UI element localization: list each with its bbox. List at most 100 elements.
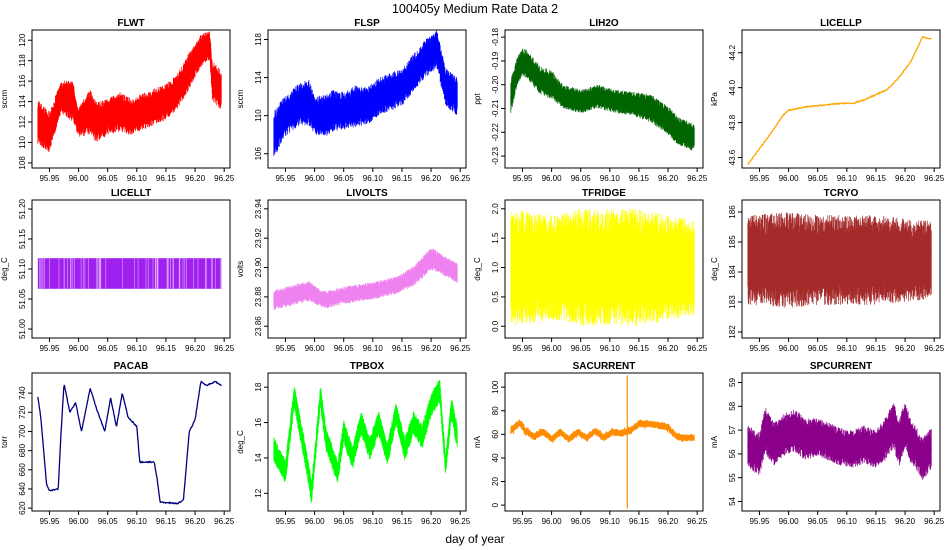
x-tick-label: 96.20	[185, 517, 206, 526]
panel-title: LIH2O	[589, 18, 619, 29]
y-tick-label: 186	[728, 205, 737, 219]
plot-frame	[504, 372, 704, 512]
series-trace	[273, 248, 458, 310]
y-tick-label: 18	[254, 382, 263, 391]
x-tick-label: 96.15	[866, 517, 887, 526]
y-tick-label: 51.10	[18, 258, 27, 279]
panel-tcryo: TCRYO deg_C 95.95 96.00 96.05 96.10 96.15 96.20…	[710, 188, 945, 353]
y-tick-label: 51.00	[18, 318, 27, 339]
y-tick-label: 112	[18, 115, 27, 128]
y-axis-label: deg_C	[710, 257, 719, 281]
x-tick-label: 96.25	[687, 174, 708, 183]
x-tick-label: 96.05	[808, 344, 829, 353]
y-tick-label: -0.20	[491, 75, 500, 94]
y-tick-label: 740	[18, 386, 27, 400]
x-tick-label: 96.20	[895, 517, 916, 526]
y-tick-label: 106	[254, 147, 263, 161]
panel-licellt: LICELLT deg_C 95.95 96.00 96.05 96.10 96.15 96.…	[0, 188, 235, 353]
y-tick-label: 700	[18, 424, 27, 438]
panel-title: FLWT	[117, 18, 144, 29]
x-tick-label: 96.15	[156, 344, 177, 353]
series-line	[37, 380, 222, 505]
series-group	[37, 380, 222, 505]
x-tick-label: 96.00	[779, 517, 800, 526]
x-tick-label: 96.10	[363, 344, 384, 353]
y-tick-label: 118	[18, 54, 27, 67]
series-line	[510, 259, 695, 275]
x-tick-label: 96.15	[629, 344, 650, 353]
panel-tpbox: TPBOX deg_C 95.95 96.00 96.05 96.10 96.15 96.20…	[236, 361, 471, 526]
y-tick-label: 51.05	[18, 288, 27, 309]
x-tick-label: 96.10	[837, 344, 858, 353]
x-tick-label: 96.25	[687, 344, 708, 353]
x-tick-label: 96.00	[542, 344, 563, 353]
x-tick-label: 96.25	[924, 517, 945, 526]
series-group	[747, 212, 932, 308]
x-tick-label: 96.10	[837, 517, 858, 526]
x-tick-label: 96.00	[542, 517, 563, 526]
y-tick-label: 20	[491, 477, 500, 486]
plot-frame	[267, 372, 467, 512]
y-tick-label: 0.0	[491, 320, 500, 332]
series-group	[510, 375, 695, 509]
series-group	[37, 31, 222, 153]
series-group	[273, 30, 458, 157]
x-tick-label: 96.10	[600, 517, 621, 526]
series-group	[273, 248, 458, 310]
y-tick-label: 23.94	[254, 198, 263, 219]
x-tick-label: 96.25	[214, 517, 235, 526]
x-tick-label: 96.20	[421, 344, 442, 353]
y-tick-label: 80	[491, 406, 500, 415]
x-tick-label: 96.00	[69, 174, 90, 183]
x-tick-label: 96.15	[866, 174, 887, 183]
x-tick-label: 96.10	[127, 344, 148, 353]
panel-title: TCRYO	[824, 188, 859, 199]
y-tick-label: 640	[18, 482, 27, 496]
figure-title: 100405y Medium Rate Data 2	[392, 2, 558, 16]
x-tick-label: 96.20	[658, 517, 679, 526]
y-tick-label: -0.18	[491, 27, 500, 46]
x-tick-label: 96.00	[779, 344, 800, 353]
y-tick-label: 44.0	[728, 79, 737, 95]
series-band	[37, 258, 222, 289]
y-axis-label: deg_C	[0, 257, 9, 281]
x-tick-label: 96.00	[69, 344, 90, 353]
y-tick-label: 57	[728, 425, 737, 434]
y-tick-label: 185	[728, 235, 737, 249]
panel-tfridge: TFRIDGE deg_C 95.95 96.00 96.05 96.10 96.15 96.…	[473, 188, 708, 353]
y-tick-label: 110	[18, 136, 27, 149]
series-line	[37, 42, 222, 136]
y-tick-label: 60	[491, 429, 500, 438]
y-tick-label: -0.21	[491, 99, 500, 118]
y-axis-label: kPa	[710, 92, 719, 106]
y-tick-label: 114	[18, 95, 27, 108]
x-tick-label: 96.10	[363, 174, 384, 183]
x-tick-label: 96.10	[127, 517, 148, 526]
panel-title: TFRIDGE	[582, 188, 626, 199]
y-tick-label: 12	[254, 488, 263, 497]
series-line	[747, 422, 932, 461]
y-tick-label: 43.8	[728, 114, 737, 130]
series-group	[510, 208, 695, 327]
series-line	[510, 56, 695, 142]
y-axis-label: ppt	[473, 93, 482, 105]
x-tick-label: 96.25	[687, 517, 708, 526]
series-trace	[273, 380, 458, 503]
x-tick-label: 96.20	[421, 174, 442, 183]
y-tick-label: 58	[728, 401, 737, 410]
x-tick-label: 96.25	[214, 344, 235, 353]
series-trace	[273, 30, 458, 157]
y-tick-label: 54	[728, 496, 737, 505]
y-tick-label: 620	[18, 501, 27, 515]
plot-frame	[267, 29, 467, 169]
x-tick-label: 96.15	[392, 517, 413, 526]
panel-pacab: PACAB torr 95.95 96.00 96.05 96.10 96.15 96.20 9…	[0, 361, 235, 526]
x-tick-label: 96.15	[392, 174, 413, 183]
y-tick-label: -0.23	[491, 146, 500, 165]
series-trace	[510, 208, 695, 327]
plot-frame	[31, 372, 231, 512]
y-axis-label: mA	[710, 435, 719, 448]
x-tick-label: 95.95	[275, 174, 296, 183]
plot-frame	[504, 29, 704, 169]
panel-title: LICELLP	[820, 18, 862, 29]
